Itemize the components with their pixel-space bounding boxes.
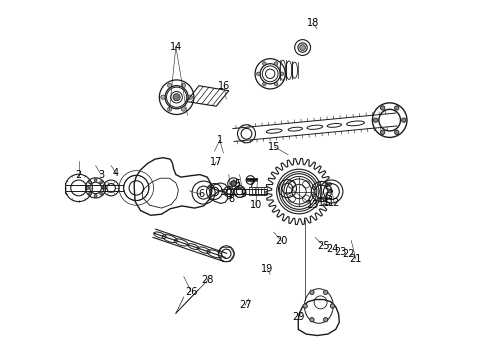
Circle shape (323, 318, 328, 322)
Circle shape (330, 304, 335, 308)
Text: 9: 9 (240, 189, 246, 199)
Circle shape (325, 197, 328, 199)
Circle shape (300, 45, 305, 50)
Circle shape (100, 192, 102, 195)
Text: 15: 15 (269, 142, 281, 152)
Circle shape (313, 194, 315, 197)
Circle shape (89, 181, 92, 184)
Circle shape (263, 62, 266, 65)
Text: 16: 16 (218, 81, 230, 91)
Circle shape (188, 95, 193, 99)
Text: 23: 23 (334, 247, 346, 257)
Circle shape (263, 82, 266, 86)
Text: 5: 5 (235, 179, 241, 189)
Circle shape (168, 107, 172, 111)
Circle shape (173, 94, 180, 101)
Text: 21: 21 (350, 254, 362, 264)
Circle shape (394, 130, 399, 134)
Circle shape (181, 83, 186, 87)
Circle shape (280, 72, 284, 76)
Text: 25: 25 (317, 240, 330, 251)
Circle shape (318, 198, 321, 201)
Text: 10: 10 (250, 200, 262, 210)
Text: 8: 8 (228, 194, 234, 204)
Circle shape (89, 192, 92, 195)
Text: 22: 22 (343, 249, 355, 259)
Circle shape (313, 186, 315, 189)
Text: 27: 27 (239, 300, 251, 310)
Text: 14: 14 (170, 42, 182, 52)
Circle shape (310, 318, 314, 322)
Circle shape (381, 106, 385, 110)
Circle shape (318, 182, 321, 185)
Circle shape (274, 62, 278, 65)
Text: 28: 28 (201, 275, 213, 285)
Circle shape (86, 186, 89, 189)
Text: 17: 17 (210, 157, 222, 167)
Circle shape (323, 290, 328, 294)
Text: 3: 3 (98, 170, 104, 180)
Text: 4: 4 (113, 168, 119, 178)
Circle shape (161, 95, 165, 99)
Circle shape (257, 72, 260, 76)
Circle shape (94, 194, 97, 197)
Circle shape (102, 186, 105, 189)
Text: 13: 13 (307, 200, 319, 210)
Text: 1: 1 (217, 135, 223, 145)
Circle shape (181, 107, 186, 111)
Text: 18: 18 (307, 18, 319, 28)
Text: 7: 7 (248, 179, 255, 189)
Circle shape (402, 118, 406, 122)
Text: 12: 12 (328, 198, 341, 208)
Text: 11: 11 (318, 198, 330, 208)
Circle shape (310, 290, 314, 294)
Text: 2: 2 (75, 170, 82, 180)
Circle shape (325, 184, 328, 186)
Circle shape (303, 304, 307, 308)
Text: 19: 19 (261, 264, 273, 274)
Text: 29: 29 (292, 312, 304, 322)
Circle shape (394, 106, 399, 110)
Circle shape (100, 181, 102, 184)
Circle shape (381, 130, 385, 134)
Circle shape (328, 190, 331, 193)
Text: 26: 26 (185, 287, 197, 297)
Text: 20: 20 (275, 236, 288, 246)
Circle shape (94, 179, 97, 181)
Text: 24: 24 (326, 244, 338, 254)
Circle shape (274, 82, 278, 86)
Text: 6: 6 (198, 189, 204, 199)
Circle shape (231, 181, 236, 186)
Circle shape (373, 118, 378, 122)
Circle shape (168, 83, 172, 87)
